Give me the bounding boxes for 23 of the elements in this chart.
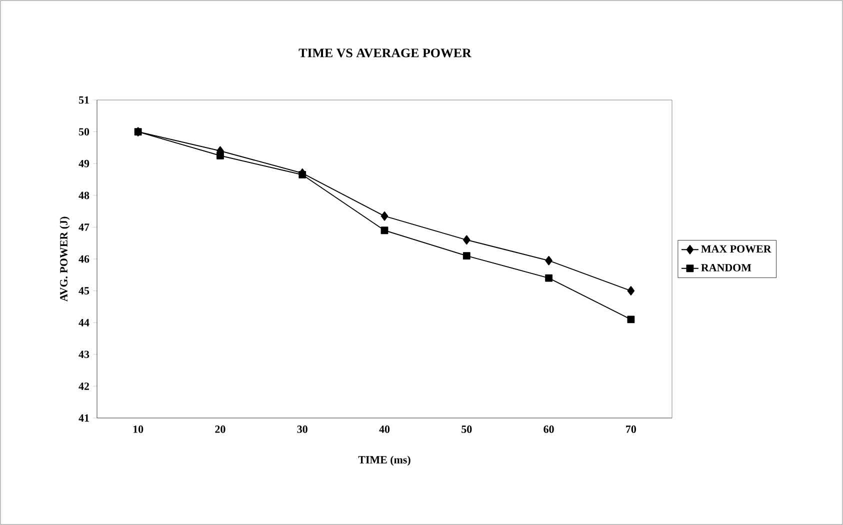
x-tick-label: 30 bbox=[297, 426, 308, 433]
chart-title: TIME VS AVERAGE POWER bbox=[298, 48, 472, 58]
y-tick-label: 41 bbox=[78, 414, 89, 422]
x-tick-label: 10 bbox=[133, 426, 144, 433]
y-tick-label: 44 bbox=[78, 319, 90, 326]
legend-label: MAX POWER bbox=[701, 245, 772, 253]
y-tick-label: 46 bbox=[78, 255, 90, 263]
x-tick-label: 40 bbox=[379, 426, 390, 433]
x-tick-label: 50 bbox=[462, 426, 472, 433]
x-tick-label: 70 bbox=[626, 426, 636, 433]
y-tick-label: 42 bbox=[78, 382, 89, 390]
y-tick-label: 45 bbox=[78, 287, 90, 294]
y-tick-label: 51 bbox=[78, 96, 89, 104]
y-tick-label: 49 bbox=[78, 160, 90, 168]
y-tick-label: 48 bbox=[78, 192, 90, 200]
x-tick-label: 60 bbox=[544, 426, 554, 433]
y-axis-title: AVG. POWER (J) bbox=[60, 216, 70, 302]
y-tick-label: 47 bbox=[78, 224, 90, 231]
legend-label: RANDOM bbox=[701, 264, 752, 272]
x-tick-label: 20 bbox=[215, 426, 226, 433]
y-tick-label: 43 bbox=[78, 350, 90, 358]
x-axis-title: TIME (ms) bbox=[358, 456, 410, 466]
y-tick-label: 50 bbox=[78, 128, 90, 136]
